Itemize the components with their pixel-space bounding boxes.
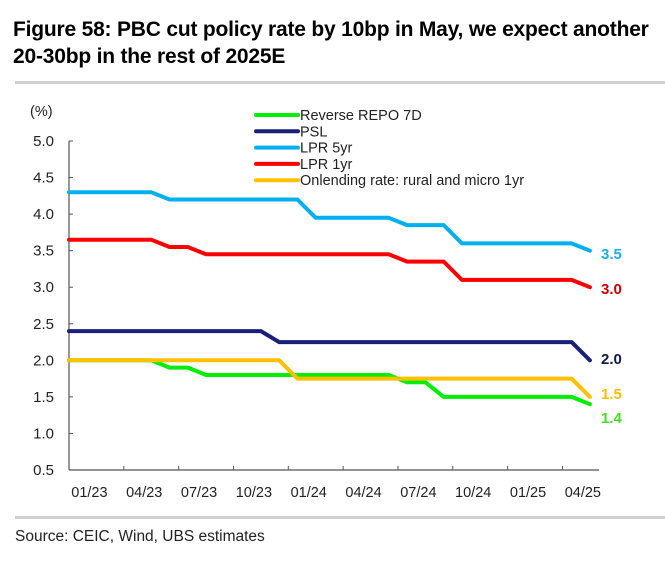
source-note: Source: CEIC, Wind, UBS estimates xyxy=(15,528,265,545)
x-tick-label: 07/23 xyxy=(181,485,217,501)
legend-item: Onlending rate: rural and micro 1yr xyxy=(254,173,524,189)
axes: (%) 5.0 4.5 4.0 3.5 3.0 2.5 2.0 1.5 1.0 0.5 01/23 04… xyxy=(30,104,601,501)
x-tick-label: 10/23 xyxy=(236,485,272,501)
y-axis-unit-label: (%) xyxy=(30,104,53,120)
x-tick-label: 07/24 xyxy=(400,485,436,501)
legend-label: Onlending rate: rural and micro 1yr xyxy=(300,173,524,189)
end-value-label: 3.5 xyxy=(601,246,622,263)
source-divider xyxy=(15,516,665,519)
legend-item: Reverse REPO 7D xyxy=(254,108,422,124)
end-value-label: 1.4 xyxy=(601,410,623,427)
x-tick-label: 04/25 xyxy=(565,485,601,501)
y-tick-label: 0.5 xyxy=(33,462,54,479)
end-value-label: 1.5 xyxy=(601,386,622,403)
title-divider xyxy=(15,81,665,84)
series-line-psl xyxy=(67,329,592,363)
series-line-lpr-5yr xyxy=(67,190,592,253)
figure-title: Figure 58: PBC cut policy rate by 10bp i… xyxy=(13,18,649,68)
x-tick-label: 01/25 xyxy=(510,485,546,501)
legend-item: LPR 5yr xyxy=(254,141,353,157)
y-tick-label: 5.0 xyxy=(33,133,54,150)
y-tick-label: 4.0 xyxy=(33,206,54,223)
series-line-reverse-repo-7d xyxy=(67,358,592,407)
legend-label: LPR 5yr xyxy=(300,141,353,157)
legend-label: PSL xyxy=(300,124,327,140)
legend-item: PSL xyxy=(254,124,327,140)
series-line-onlending-rate-rural-and-micro-1yr xyxy=(67,358,592,399)
y-tick-label: 4.5 xyxy=(33,170,54,187)
y-tick-label: 1.0 xyxy=(33,425,54,442)
legend-label: Reverse REPO 7D xyxy=(300,108,422,124)
legend-item: LPR 1yr xyxy=(254,157,353,173)
legend-label: LPR 1yr xyxy=(300,157,353,173)
series-layer xyxy=(67,190,592,407)
x-tick-label: 10/24 xyxy=(455,485,491,501)
y-tick-label: 1.5 xyxy=(33,389,54,406)
x-tick-label: 04/23 xyxy=(126,485,162,501)
end-value-label: 2.0 xyxy=(601,351,622,368)
y-tick-label: 2.5 xyxy=(33,316,54,333)
end-value-label: 3.0 xyxy=(601,281,622,298)
y-tick-label: 2.0 xyxy=(33,352,54,369)
x-tick-label: 04/24 xyxy=(345,485,381,501)
x-tick-label: 01/23 xyxy=(71,485,107,501)
y-tick-label: 3.0 xyxy=(33,279,54,296)
x-tick-label: 01/24 xyxy=(291,485,327,501)
series-line-lpr-1yr xyxy=(67,237,592,290)
end-labels: 1.4 2.0 3.5 3.0 1.5 xyxy=(601,246,623,427)
y-tick-label: 3.5 xyxy=(33,243,54,260)
